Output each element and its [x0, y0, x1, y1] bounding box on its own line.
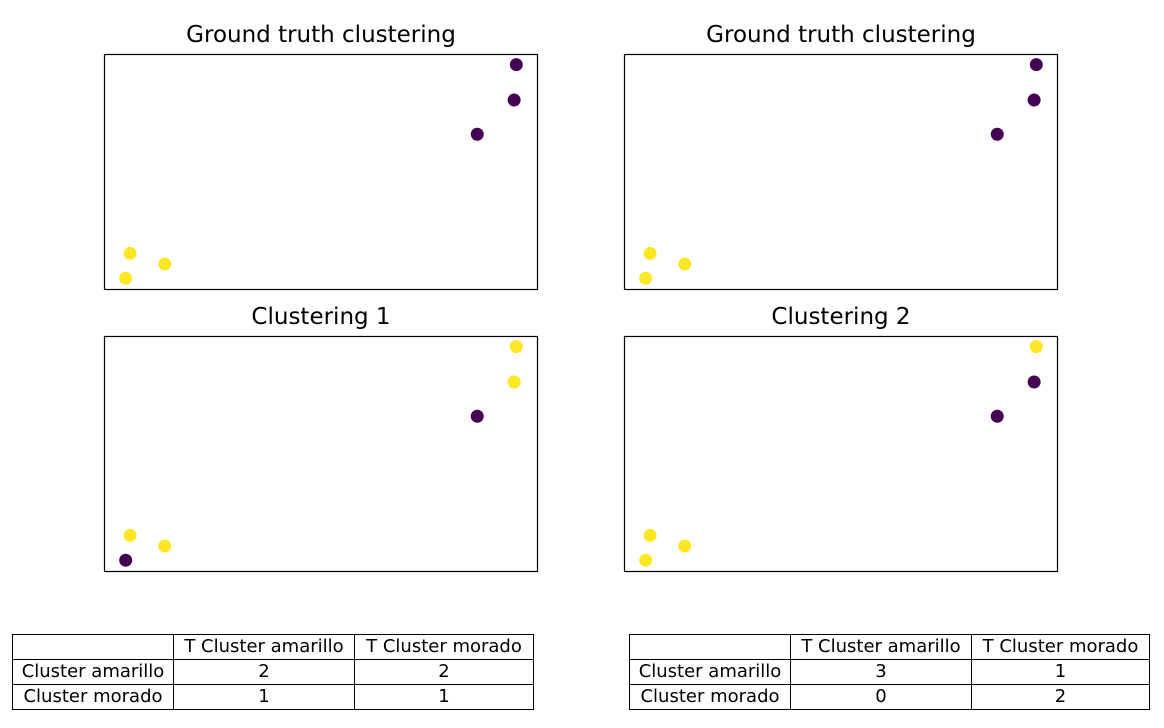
table-cell: 1: [354, 684, 534, 710]
table-row-header: Cluster amarillo: [12, 659, 174, 685]
scatter-point-purple: [470, 409, 484, 423]
plot-frame: [623, 335, 1059, 573]
table-row: Cluster amarillo 3 1: [629, 659, 1150, 685]
table-row: Cluster morado 0 2: [629, 684, 1150, 710]
scatter-point-purple: [1027, 375, 1041, 389]
scatter-point-yellow: [643, 528, 657, 542]
table-cell: 2: [971, 684, 1150, 710]
scatter-point-purple: [1027, 93, 1041, 107]
scatter-point-yellow: [639, 271, 653, 285]
plot-title: Clustering 1: [251, 304, 391, 330]
table-cell: 3: [790, 659, 972, 685]
table-header-row: T Cluster amarillo T Cluster morado: [12, 634, 534, 660]
table-header-cell: T Cluster morado: [971, 634, 1150, 660]
scatter-point-yellow: [678, 539, 692, 553]
plot-frame: [623, 53, 1059, 291]
scatter-plot: [623, 335, 1059, 573]
scatter-point-yellow: [678, 257, 692, 271]
plot-title: Clustering 2: [771, 304, 911, 330]
table-header-row: T Cluster amarillo T Cluster morado: [629, 634, 1150, 660]
table-cell: 0: [790, 684, 972, 710]
table-row: Cluster morado 1 1: [12, 684, 534, 710]
scatter-point-yellow: [123, 528, 137, 542]
table-cell: 1: [971, 659, 1150, 685]
table-header-cell: T Cluster morado: [354, 634, 534, 660]
table-header-cell: T Cluster amarillo: [173, 634, 355, 660]
scatter-point-yellow: [158, 539, 172, 553]
table-row-header: Cluster amarillo: [629, 659, 791, 685]
scatter-point-yellow: [119, 271, 133, 285]
scatter-point-purple: [507, 93, 521, 107]
table-cell: 2: [173, 659, 355, 685]
table-header-cell: T Cluster amarillo: [790, 634, 972, 660]
plot-frame: [103, 53, 539, 291]
table-cell: 2: [354, 659, 534, 685]
scatter-point-purple: [119, 553, 133, 567]
scatter-point-yellow: [509, 340, 523, 354]
table-header-cell: [629, 634, 791, 660]
table-row-header: Cluster morado: [12, 684, 174, 710]
scatter-point-purple: [470, 127, 484, 141]
scatter-point-purple: [990, 409, 1004, 423]
scatter-point-yellow: [158, 257, 172, 271]
scatter-point-purple: [1029, 58, 1043, 72]
scatter-plot: [103, 53, 539, 291]
table-row: Cluster amarillo 2 2: [12, 659, 534, 685]
scatter-point-purple: [990, 127, 1004, 141]
contingency-table-clustering-1: T Cluster amarillo T Cluster morado Clus…: [12, 634, 534, 710]
scatter-point-purple: [509, 58, 523, 72]
table-row-header: Cluster morado: [629, 684, 791, 710]
scatter-plot: [623, 53, 1059, 291]
scatter-point-yellow: [123, 246, 137, 260]
plot-title: Ground truth clustering: [706, 22, 976, 48]
scatter-plot: [103, 335, 539, 573]
plot-title: Ground truth clustering: [186, 22, 456, 48]
table-header-cell: [12, 634, 174, 660]
plot-frame: [103, 335, 539, 573]
scatter-point-yellow: [643, 246, 657, 260]
scatter-point-yellow: [1029, 340, 1043, 354]
contingency-table-clustering-2: T Cluster amarillo T Cluster morado Clus…: [629, 634, 1150, 710]
scatter-point-yellow: [639, 553, 653, 567]
table-cell: 1: [173, 684, 355, 710]
scatter-point-yellow: [507, 375, 521, 389]
